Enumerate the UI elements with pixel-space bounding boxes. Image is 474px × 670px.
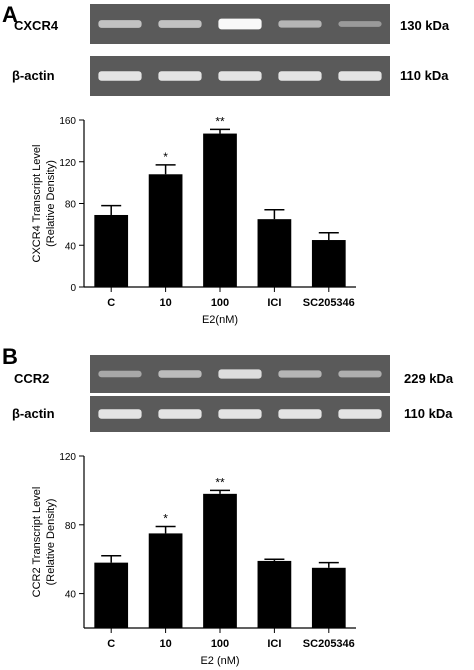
y-axis-title: CXCR4 Transcript Level	[31, 145, 43, 263]
bar	[257, 560, 292, 628]
x-tick-label: C	[107, 297, 115, 309]
panel-letter-a: A	[2, 2, 18, 27]
blot-band	[218, 409, 262, 419]
significance-marker: *	[163, 150, 168, 164]
significance-marker: *	[163, 512, 168, 526]
x-tick-label: C	[107, 638, 115, 650]
kda-beta-actin-a: 110 kDa	[400, 68, 449, 83]
x-tick-label: SC205346	[303, 638, 355, 650]
blot-band	[278, 370, 322, 378]
y-tick-label: 160	[59, 116, 76, 127]
blot-band	[158, 20, 202, 28]
blot-band	[98, 71, 142, 81]
x-tick-label: 100	[211, 638, 229, 650]
bar	[94, 562, 129, 628]
y-tick-label: 80	[65, 521, 77, 532]
y-axis-title: CCR2 Transcript Level	[31, 487, 43, 598]
blot-band	[278, 20, 322, 28]
bar	[257, 219, 292, 287]
x-tick-label: ICI	[267, 638, 281, 650]
kda-cxcr4: 130 kDa	[400, 18, 450, 33]
blot-label-beta-actin-b: β-actin	[12, 406, 55, 421]
bar	[311, 567, 346, 628]
blot-a-1: CXCR4 130 kDa	[14, 4, 450, 44]
kda-beta-actin-b: 110 kDa	[404, 406, 453, 421]
blot-band	[158, 409, 202, 419]
blot-band	[158, 370, 202, 378]
bar	[203, 133, 237, 287]
bar	[148, 533, 183, 628]
panel-letter-b: B	[2, 344, 18, 369]
blot-band	[218, 18, 262, 30]
y-tick-label: 120	[59, 452, 76, 463]
blot-b-1: CCR2 229 kDa	[14, 355, 454, 393]
x-tick-label: 10	[159, 297, 171, 309]
x-tick-label: 100	[211, 297, 229, 309]
blot-band	[278, 409, 322, 419]
blot-label-ccr2: CCR2	[14, 371, 49, 386]
blot-band	[278, 71, 322, 81]
blot-band	[338, 409, 382, 419]
blot-band	[218, 71, 262, 81]
blot-band	[98, 409, 142, 419]
blot-band	[338, 370, 382, 378]
bar	[311, 240, 346, 287]
y-axis-title: (Relative Density)	[45, 160, 57, 247]
x-tick-label: SC205346	[303, 297, 355, 309]
bar	[148, 174, 183, 287]
blot-band	[98, 20, 142, 28]
blot-b-2: β-actin 110 kDa	[12, 396, 453, 432]
significance-marker: **	[215, 114, 225, 128]
blot-a-2: β-actin 110 kDa	[12, 56, 449, 96]
blot-band	[98, 370, 142, 378]
blot-label-cxcr4: CXCR4	[14, 18, 59, 33]
chart-b: 40 80 120 C * 10 ** 100 ICI SC205346 E2 (nM) CCR2 T…	[31, 452, 356, 667]
blot-band	[218, 369, 262, 379]
chart-a: 0 40 80 120 160 C * 10 ** 100 ICI SC205346 E2(nM) CXC…	[31, 114, 356, 326]
y-tick-label: 40	[65, 241, 77, 252]
blot-label-beta-actin-a: β-actin	[12, 68, 55, 83]
x-axis-title: E2(nM)	[202, 314, 238, 326]
bar	[94, 214, 129, 287]
y-tick-label: 40	[65, 590, 77, 601]
x-axis-title: E2 (nM)	[200, 655, 239, 667]
y-tick-label: 80	[65, 200, 77, 211]
bar	[203, 493, 237, 628]
significance-marker: **	[215, 475, 225, 489]
y-tick-label: 120	[59, 158, 76, 169]
blot-band	[338, 71, 382, 81]
y-tick-label: 0	[70, 283, 76, 294]
blot-band	[158, 71, 202, 81]
x-tick-label: ICI	[267, 297, 281, 309]
blot-band	[338, 21, 382, 27]
y-axis-title: (Relative Density)	[45, 499, 57, 586]
kda-ccr2: 229 kDa	[404, 371, 454, 386]
x-tick-label: 10	[159, 638, 171, 650]
